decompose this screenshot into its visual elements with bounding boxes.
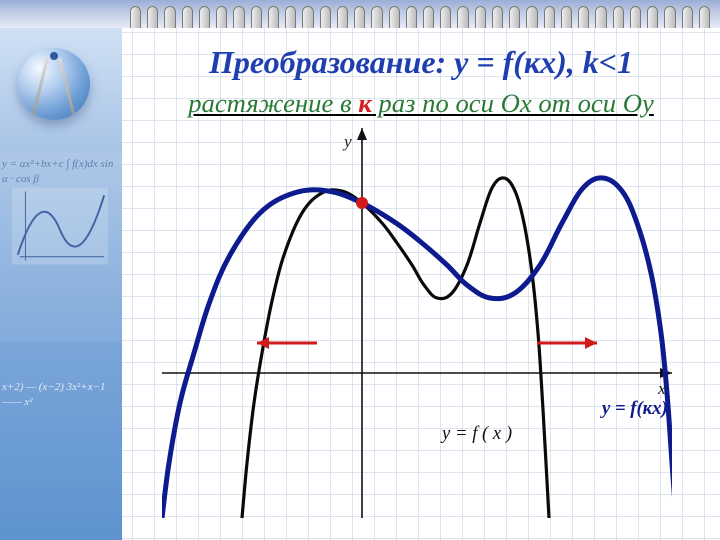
subtitle-k: к xyxy=(358,88,372,118)
binder-rings xyxy=(130,6,710,28)
math-scribble-2: x+2) — (x−2) 3x²+x−1 —— x² xyxy=(0,376,122,534)
compass-icon xyxy=(38,52,70,122)
math-scribble-1: y = ax²+bx+c ∫ f(x)dx sin α · cos β xyxy=(0,153,122,341)
slide-subtitle: растяжение в к раз по оси Ох от оси Оу xyxy=(122,88,720,119)
decorative-sidebar: y = ax²+bx+c ∫ f(x)dx sin α · cos β x+2)… xyxy=(0,28,122,540)
slide-title: Преобразование: y = f(кx), k<1 xyxy=(122,44,720,81)
x-axis-label: x xyxy=(658,379,666,399)
slide-root: y = ax²+bx+c ∫ f(x)dx sin α · cos β x+2)… xyxy=(0,0,720,540)
notebook-paper: Преобразование: y = f(кx), k<1 растяжени… xyxy=(122,28,720,540)
function-plot: y x y = f ( x ) y = f(кx) xyxy=(162,128,672,518)
plot-svg xyxy=(162,128,672,518)
label-fx: y = f ( x ) xyxy=(442,423,512,445)
subtitle-v: в xyxy=(333,88,358,118)
title-suffix: k<1 xyxy=(583,44,633,80)
y-axis-label: y xyxy=(344,132,352,152)
title-prefix: Преобразование: y = f(кx), xyxy=(209,44,583,80)
subtitle-stretch-word: растяжение xyxy=(188,88,333,118)
label-fkx: y = f(кx) xyxy=(602,398,668,420)
subtitle-rest: раз по оси Ох от оси Оу xyxy=(372,88,654,118)
